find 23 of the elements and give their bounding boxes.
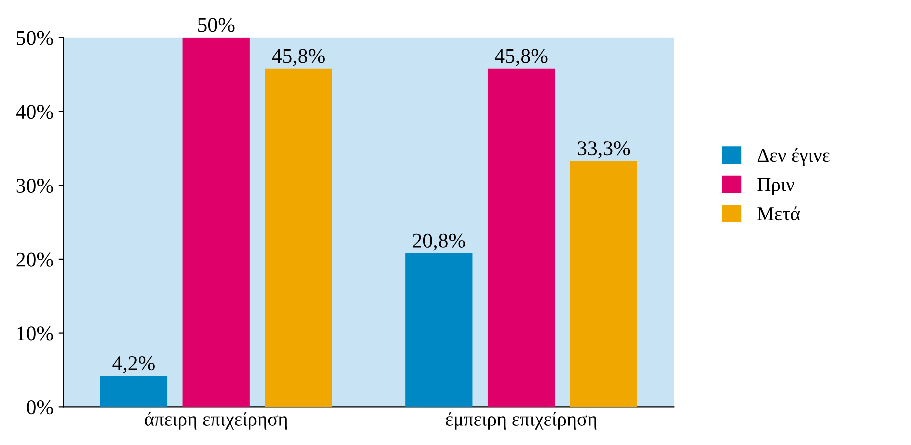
- bar: [570, 161, 638, 408]
- y-tick-label: 40%: [16, 105, 54, 120]
- legend-label: Πριν: [758, 178, 794, 196]
- y-tick-label: 20%: [16, 252, 54, 267]
- bar: [182, 38, 250, 408]
- bar: [488, 68, 556, 408]
- bar: [406, 254, 473, 408]
- data-label: 20,8%: [413, 234, 466, 251]
- x-tick-label: έμπειρη επιχείρηση: [446, 412, 597, 430]
- y-tick-label: 50%: [17, 31, 54, 46]
- data-label: 45,8%: [495, 49, 548, 66]
- bar: [265, 68, 332, 408]
- data-label: 33,3%: [578, 142, 630, 159]
- y-tick-label: 0%: [27, 400, 54, 415]
- x-tick-label: άπειρη επιχείρηση: [145, 412, 288, 430]
- legend-label: Μετά: [758, 206, 800, 221]
- legend-label: Δεν έγινε: [758, 148, 830, 166]
- y-tick-label: 10%: [18, 326, 54, 341]
- data-label: 50%: [198, 18, 235, 32]
- bar: [100, 376, 168, 408]
- data-label: 4,2%: [112, 356, 155, 374]
- data-label: 45,8%: [272, 49, 325, 66]
- y-tick-label: 30%: [16, 178, 54, 194]
